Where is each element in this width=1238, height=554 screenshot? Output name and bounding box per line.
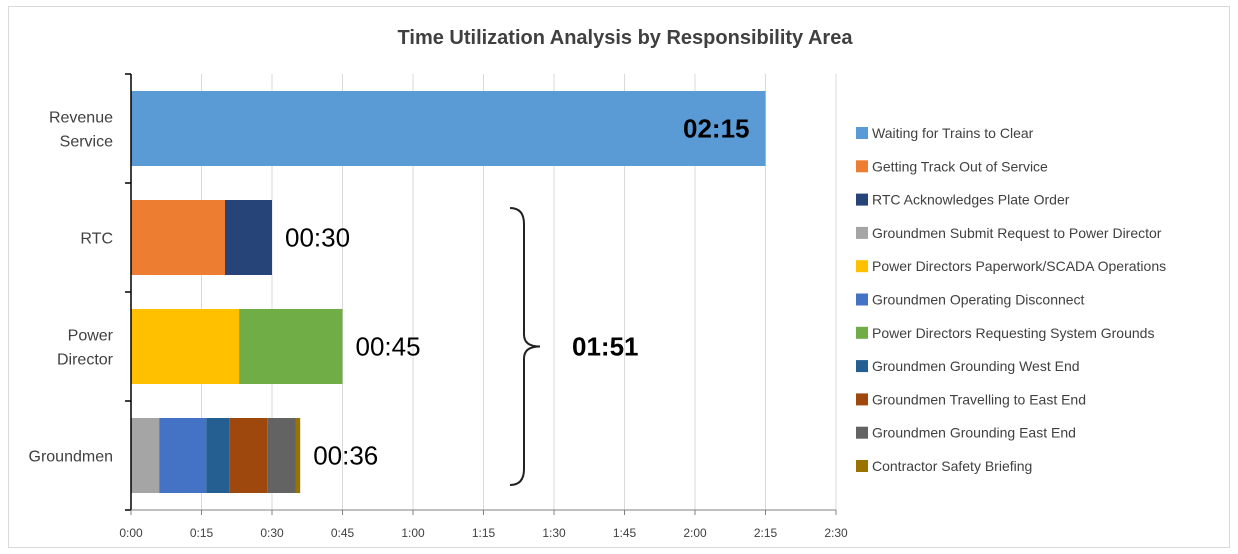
bars <box>131 91 766 493</box>
category-label: Service <box>60 134 113 151</box>
legend-label: Groundmen Grounding East End <box>872 425 1076 441</box>
legend-label: Groundmen Operating Disconnect <box>872 292 1085 308</box>
legend-swatch <box>856 160 868 173</box>
legend-swatch <box>856 460 868 472</box>
x-tick-label: 2:15 <box>754 526 778 540</box>
bar-segment <box>131 91 766 166</box>
bar-segment <box>225 200 272 275</box>
legend-swatch <box>856 127 868 139</box>
x-tick-label: 0:30 <box>260 526 284 540</box>
legend-swatch <box>856 226 868 239</box>
brace-label: 01:51 <box>572 332 639 362</box>
bar-segment <box>295 418 301 493</box>
legend-label: RTC Acknowledges Plate Order <box>872 192 1070 208</box>
total-label: 00:30 <box>285 223 350 253</box>
bar-segment <box>131 418 160 493</box>
category-labels: Revenue Service RTC Power Director Groundmen <box>29 110 114 466</box>
axes <box>125 73 837 515</box>
bar-segment <box>229 418 268 493</box>
bar-segment <box>159 418 207 493</box>
x-tick-label: 0:00 <box>119 526 143 540</box>
legend-swatch <box>856 426 868 439</box>
total-labels: 02:15 00:30 00:45 00:36 <box>285 114 750 471</box>
legend-label: Waiting for Trains to Clear <box>872 125 1034 141</box>
total-label: 00:36 <box>313 441 378 471</box>
legend-label: Power Directors Requesting System Ground… <box>872 325 1154 341</box>
legend-label: Groundmen Travelling to East End <box>872 391 1086 407</box>
legend-swatch <box>856 326 868 339</box>
x-tick-labels: 0:00 0:15 0:30 0:45 1:00 1:15 1:30 1:45 2:00 2:15… <box>119 526 848 540</box>
x-tick-label: 0:45 <box>331 526 355 540</box>
legend-swatch <box>856 293 868 306</box>
legend-label: Groundmen Grounding West End <box>872 358 1080 374</box>
category-label: Power <box>68 328 114 345</box>
bar-segment <box>131 309 240 384</box>
bar-segment <box>239 309 343 384</box>
legend-swatch <box>856 393 868 406</box>
legend-label: Contractor Safety Briefing <box>872 458 1032 474</box>
legend-swatch <box>856 260 868 273</box>
x-tick-label: 0:15 <box>190 526 214 540</box>
category-label: Revenue <box>49 110 113 127</box>
legend-label: Groundmen Submit Request to Power Direct… <box>872 225 1162 241</box>
category-label: Groundmen <box>29 449 114 466</box>
x-tick-label: 2:00 <box>683 526 707 540</box>
total-label: 02:15 <box>683 114 750 144</box>
legend-swatch <box>856 193 868 206</box>
category-label: Director <box>57 352 114 369</box>
bar-segment <box>206 418 230 493</box>
brace <box>509 207 541 486</box>
x-tick-label: 1:00 <box>401 526 425 540</box>
legend: Waiting for Trains to Clear Getting Track… <box>856 125 1166 474</box>
bar-segment <box>267 418 296 493</box>
brace-annotation: 01:51 <box>509 207 639 486</box>
category-label: RTC <box>80 231 113 248</box>
chart-title: Time Utilization Analysis by Responsibil… <box>398 27 854 49</box>
bar-segment <box>131 200 225 275</box>
x-tick-label: 1:15 <box>472 526 496 540</box>
legend-swatch <box>856 360 868 373</box>
legend-label: Power Directors Paperwork/SCADA Operatio… <box>872 258 1166 274</box>
x-tick-label: 1:30 <box>542 526 566 540</box>
x-tick-label: 1:45 <box>613 526 637 540</box>
chart-frame <box>8 6 1230 548</box>
x-tick-label: 2:30 <box>824 526 848 540</box>
legend-label: Getting Track Out of Service <box>872 158 1048 174</box>
total-label: 00:45 <box>356 332 421 362</box>
